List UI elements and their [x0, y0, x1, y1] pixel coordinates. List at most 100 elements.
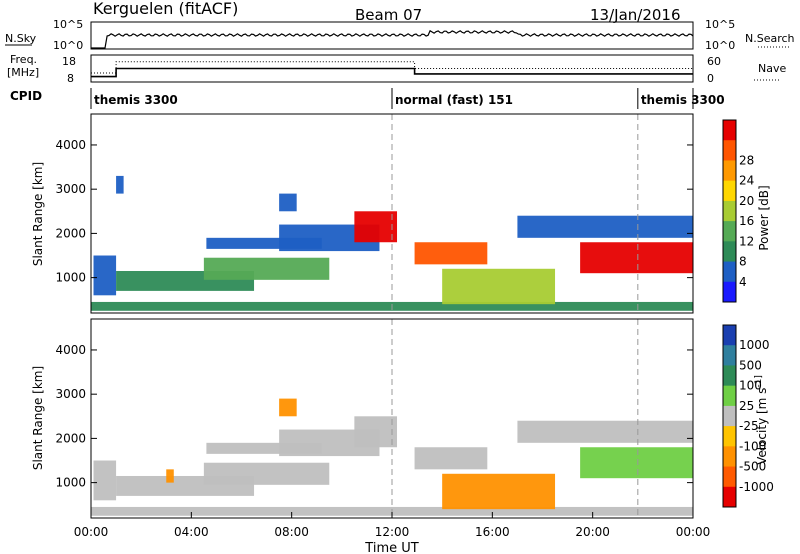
power-colorbar-label: Power [dB]	[757, 185, 771, 250]
colorbar-swatch	[723, 281, 736, 303]
cpid-segment-label: normal (fast) 151	[395, 93, 513, 107]
time-axis-label: Time UT	[364, 541, 418, 554]
colorbar-swatch	[723, 345, 736, 366]
xtick-label: 16:00	[475, 525, 510, 539]
colorbar-tick-label: -100	[739, 439, 766, 453]
data-patch	[580, 447, 693, 479]
ytick-label: 4000	[55, 343, 86, 357]
xtick-label: 00:00	[74, 525, 109, 539]
colorbar-tick-label: 28	[739, 153, 754, 167]
station-title: Kerguelen (fitACF)	[93, 0, 238, 18]
colorbar-tick-label: -1000	[739, 480, 774, 494]
time-axis-ticks: 00:00 04:00 08:00 12:00 16:00 20:00 00:00	[74, 512, 711, 539]
freq-right-tick-top: 60	[707, 55, 721, 68]
colorbar-swatch	[723, 180, 736, 202]
colorbar-tick-label: 25	[739, 399, 754, 413]
colorbar-swatch	[723, 446, 736, 468]
beam-title: Beam 07	[355, 6, 422, 24]
data-patch	[279, 398, 297, 417]
freq-left-label-2: [MHz]	[7, 66, 39, 79]
noise-panel: N.Sky 10^5 10^0 10^5 10^0 N.Search	[5, 18, 795, 52]
ytick-label: 2000	[55, 226, 86, 240]
colorbar-tick-label: 16	[739, 214, 754, 228]
data-patch	[580, 242, 693, 274]
ytick-label: 2000	[55, 431, 86, 445]
colorbar-tick-label: -25	[739, 419, 759, 433]
xtick-label: 20:00	[575, 525, 610, 539]
cpid-row: CPID themis 3300 normal (fast) 151 themis …	[10, 88, 725, 109]
nave-trace	[91, 61, 693, 74]
noise-left-tick-top: 10^5	[53, 18, 83, 31]
colorbar-swatch	[723, 140, 736, 161]
ytick-label: 4000	[55, 138, 86, 152]
noise-left-label: N.Sky	[5, 32, 37, 45]
data-patch	[442, 268, 556, 305]
colorbar-swatch	[723, 160, 736, 182]
freq-frame	[90, 54, 694, 83]
colorbar-tick-label: 20	[739, 194, 754, 208]
xtick-label: 08:00	[274, 525, 309, 539]
colorbar-tick-label: 12	[739, 234, 754, 248]
power-frame	[90, 113, 694, 314]
colorbar-swatch	[723, 241, 736, 263]
velocity-colorbar: 1000 500 100 25 -25 -100 -500 -1000	[722, 324, 774, 508]
colorbar-tick-label: 100	[739, 379, 762, 393]
freq-trace	[91, 67, 693, 78]
ytick-label: 3000	[55, 387, 86, 401]
cpid-segment-label: themis 3300	[94, 93, 178, 107]
colorbar-swatch	[723, 200, 736, 222]
colorbar-tick-label: 500	[739, 358, 762, 372]
freq-panel: Freq. [MHz] 18 8 60 0 Nave	[7, 53, 786, 85]
power-colorbar: 4 8 12 16 20 24 28	[722, 119, 754, 303]
cpid-segment-label: themis 3300	[641, 93, 725, 107]
data-patch	[517, 420, 693, 443]
xtick-label: 00:00	[676, 525, 711, 539]
noise-left-tick-bottom: 10^0	[53, 39, 83, 52]
data-patch	[414, 447, 488, 470]
colorbar-tick-label: -500	[739, 460, 766, 474]
colorbar-swatch	[723, 365, 736, 387]
noise-right-tick-top: 10^5	[705, 18, 735, 31]
data-patch	[116, 175, 124, 194]
noise-right-tick-bottom: 10^0	[705, 39, 735, 52]
colorbar-swatch	[723, 325, 736, 346]
ytick-label: 3000	[55, 182, 86, 196]
colorbar-tick-label: 4	[739, 275, 747, 289]
colorbar-tick-label: 1000	[739, 338, 770, 352]
freq-left-label-1: Freq.	[10, 53, 37, 66]
freq-left-tick-top: 18	[62, 55, 76, 68]
data-patch	[206, 237, 322, 249]
ytick-label: 1000	[55, 476, 86, 490]
power-data-layer	[91, 114, 693, 313]
data-patch	[203, 462, 330, 485]
colorbar-swatch	[723, 120, 736, 141]
power-panel: Slant Range [km] 4 8 12 16 20 24 28 Power [dB]…	[31, 113, 771, 314]
xtick-label: 12:00	[375, 525, 410, 539]
cpid-label: CPID	[10, 89, 42, 103]
colorbar-swatch	[723, 466, 736, 488]
colorbar-tick-label: 8	[739, 255, 747, 269]
freq-right-label: Nave	[758, 62, 786, 75]
velocity-panel: Slant Range [km] 1000 500 100 25 -25 -100 -500…	[31, 318, 774, 554]
data-patch	[203, 257, 330, 280]
colorbar-frame	[722, 324, 737, 508]
freq-right-tick-bottom: 0	[707, 72, 714, 85]
colorbar-swatch	[723, 261, 736, 283]
colorbar-swatch	[723, 385, 736, 407]
colorbar-swatch	[723, 405, 736, 427]
data-patch	[93, 460, 117, 501]
data-patch	[414, 242, 488, 265]
data-patch	[442, 473, 556, 510]
power-ylabel: Slant Range [km]	[31, 162, 45, 266]
colorbar-swatch	[723, 221, 736, 242]
data-patch	[279, 193, 297, 212]
data-patch	[517, 215, 693, 238]
freq-left-tick-bottom: 8	[67, 72, 74, 85]
noise-sky-trace	[91, 29, 694, 49]
xtick-label: 04:00	[174, 525, 209, 539]
data-patch	[93, 255, 117, 296]
noise-right-label: N.Search	[745, 32, 795, 45]
data-patch	[206, 442, 322, 454]
data-patch	[354, 211, 398, 243]
